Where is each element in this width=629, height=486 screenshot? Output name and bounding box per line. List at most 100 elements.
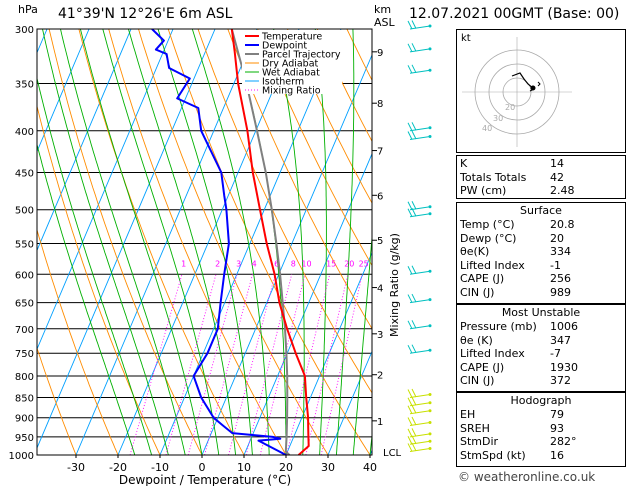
mixing-ratio-label: 3: [236, 259, 241, 268]
mixing-ratio-label: 10: [301, 259, 311, 268]
wind-barb: [407, 43, 432, 53]
hodograph-ring-label: 30: [493, 114, 503, 123]
hodograph-stat-row: StmSpd (kt) 16: [457, 449, 625, 463]
wind-barb: [407, 265, 432, 275]
most-unstable-label: CAPE (J): [460, 360, 505, 374]
km-tick-label: 5: [377, 236, 383, 247]
wind-barb: [407, 435, 432, 445]
hodograph-stat-row: StmDir 282°: [457, 435, 625, 449]
mixing-ratio-line: [165, 274, 217, 455]
wind-barb: [407, 442, 432, 452]
pressure-tick-label: 500: [15, 206, 34, 217]
surface-label: CAPE (J): [460, 272, 505, 286]
mixing-ratio-line: [187, 274, 238, 455]
mixing-ratio-label: 1: [181, 259, 186, 268]
wind-barb: [407, 201, 432, 211]
wet-adiabat-line: [352, 232, 372, 455]
legend-entry: Mixing Ratio: [262, 86, 321, 97]
surface-label: CIN (J): [460, 285, 495, 299]
km-label: km: [374, 3, 392, 16]
mixing-ratio-line: [245, 274, 293, 455]
pressure-tick-label: 850: [15, 393, 34, 404]
dry-adiabat-line: [257, 29, 372, 267]
surface-value: -1: [550, 258, 561, 272]
mixing-ratio-line: [259, 274, 306, 455]
dry-adiabat-line: [37, 346, 77, 455]
lcl-label: LCL: [383, 448, 402, 459]
most-unstable-value: 372: [550, 374, 571, 388]
x-tick-label: -20: [109, 461, 127, 474]
wet-adiabat-line: [60, 29, 186, 455]
hodograph-stat-row: EH 79: [457, 408, 625, 422]
legend-entry: Temperature: [261, 32, 322, 43]
index-value: 2.48: [550, 184, 575, 198]
watermark: © weatheronline.co.uk: [458, 470, 596, 484]
plot-frame: [36, 28, 373, 456]
pressure-tick-label: 350: [15, 80, 34, 91]
mixing-ratio-line: [228, 274, 276, 455]
wind-barb: [407, 122, 432, 132]
dry-adiabat-line: [37, 228, 119, 455]
mixing-ratio-line: [305, 274, 349, 455]
wind-barb: [407, 20, 432, 30]
mixing-ratio-label: 20: [344, 259, 354, 268]
x-tick-label: -30: [67, 461, 85, 474]
index-value: 42: [550, 170, 564, 184]
pressure-tick-label: 650: [15, 299, 34, 310]
most-unstable-row: CAPE (J) 1930: [457, 361, 625, 375]
surface-row: Temp (°C) 20.8: [457, 218, 625, 232]
pressure-tick-label: 400: [15, 127, 34, 138]
dry-adiabat-line: [108, 29, 287, 455]
dry-adiabat-line: [227, 29, 372, 330]
isotherm-line: [243, 152, 372, 455]
most-unstable-title: Most Unstable: [501, 306, 581, 319]
hodograph-ring-label: 20: [505, 103, 515, 112]
most-unstable-value: 1006: [550, 320, 578, 333]
valid-time: 12.07.2021 00GMT (Base: 00): [409, 6, 620, 22]
location-title: 41°39'N 12°26'E 6m ASL: [58, 6, 233, 22]
hodograph-arrow: [537, 81, 541, 87]
mixing-ratio-line: [129, 274, 183, 455]
hodograph-table-title: Hodograph: [510, 394, 572, 407]
index-label: PW (cm): [460, 184, 507, 198]
wind-barb: [407, 320, 432, 330]
surface-label: Temp (°C): [460, 218, 515, 231]
mixing-ratio-label: 15: [326, 259, 336, 268]
index-value: 14: [550, 157, 564, 170]
dewpoint-line: [151, 29, 287, 455]
surface-label: Dewp (°C): [460, 231, 517, 245]
mixing-ratio-line: [320, 274, 363, 455]
wet-adiabat-line: [314, 29, 327, 455]
surface-row: CIN (J) 989: [457, 286, 625, 300]
mixing-ratio-label: 2: [215, 259, 220, 268]
most-unstable-label: Pressure (mb): [460, 320, 537, 333]
most-unstable-value: 347: [550, 333, 571, 347]
pressure-tick-label: 950: [15, 433, 34, 444]
wind-barb: [407, 293, 432, 304]
pressure-tick-label: 700: [15, 325, 34, 336]
mixing-ratio-label: 6: [274, 259, 279, 268]
dry-adiabat-line: [138, 29, 329, 455]
surface-value: 20: [550, 231, 564, 245]
wet-adiabat-line: [79, 29, 203, 455]
pressure-tick-label: 450: [15, 168, 34, 179]
wind-barb: [407, 130, 432, 141]
x-tick-label: 20: [279, 461, 293, 474]
most-unstable-row: Pressure (mb) 1006: [457, 320, 625, 334]
isotherm-line: [0, 29, 5, 455]
km-tick-label: 1: [377, 417, 383, 428]
wet-adiabat-line: [102, 29, 220, 455]
hpa-label: hPa: [18, 3, 38, 16]
isotherm-line: [75, 29, 258, 455]
most-unstable-table: Most Unstable Pressure (mb) 1006 θe (K) 347…: [456, 304, 626, 392]
wind-barb: [407, 208, 432, 218]
mixing-ratio-label: 4: [252, 259, 257, 268]
hodograph-stat-label: StmSpd (kt): [460, 448, 526, 462]
mixing-ratio-line: [204, 274, 253, 455]
pressure-tick-label: 900: [15, 414, 34, 425]
wet-adiabat-line: [273, 29, 305, 455]
surface-value: 20.8: [550, 218, 575, 231]
temperature-line: [230, 29, 310, 455]
surface-row: Dewp (°C) 20: [457, 232, 625, 246]
